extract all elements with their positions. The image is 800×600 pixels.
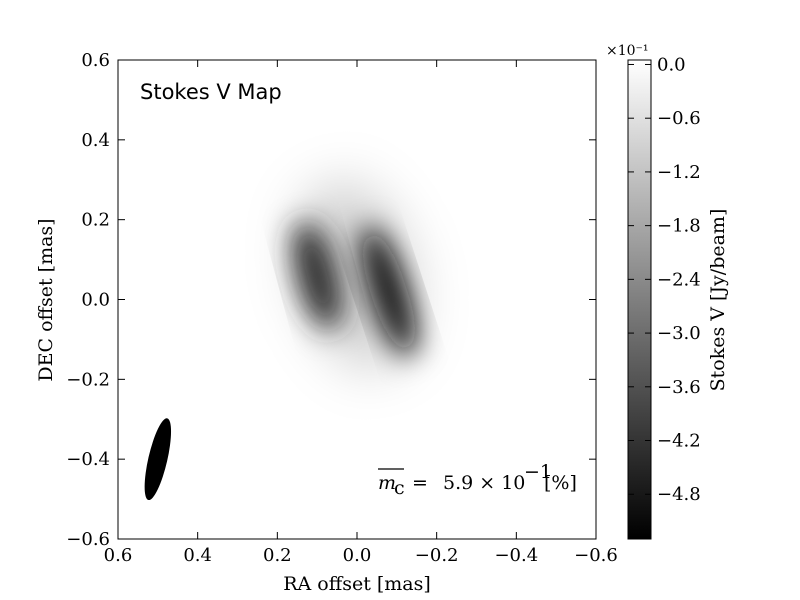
colorbar-ticks: 0.0 −0.6 −1.2 −1.8 −2.4 −3.0 −3.6 −4.2 −4.8	[628, 54, 701, 505]
x-axis-label: RA offset [mas]	[283, 573, 431, 595]
colorbar-tick-label: −1.2	[657, 162, 701, 183]
y-tick-label: −0.4	[66, 449, 110, 470]
x-tick-label: 0.2	[263, 545, 292, 566]
colorbar-tick-label: 0.0	[657, 54, 686, 75]
x-tick-label: −0.6	[574, 545, 618, 566]
colorbar	[627, 59, 652, 540]
polarization-annotation: m c = 5.9 × 10 −1 [%]	[378, 461, 577, 499]
chart-title: Stokes V Map	[140, 80, 282, 104]
colorbar-tick-label: −3.6	[657, 377, 701, 398]
svg-text:=: =	[412, 472, 428, 494]
annotation-subscript: c	[394, 477, 405, 499]
y-tick-label: 0.0	[81, 290, 110, 311]
colorbar-label: Stokes V [Jy/beam]	[707, 209, 729, 392]
colorbar-tick-label: −4.8	[657, 484, 701, 505]
colorbar-tick-label: −3.0	[657, 323, 701, 344]
beam-layer	[144, 418, 172, 501]
y-tick-label: 0.6	[81, 50, 110, 71]
beam-ellipse	[144, 418, 172, 501]
emission-west-lobe	[361, 226, 416, 357]
x-tick-label: −0.4	[494, 545, 538, 566]
y-axis-ticks: 0.6 0.4 0.2 0.0 −0.2 −0.4 −0.6	[66, 50, 596, 550]
stokes-v-image	[293, 181, 417, 370]
y-tick-label: −0.6	[66, 529, 110, 550]
annotation-symbol: m	[378, 472, 396, 494]
annotation-unit: [%]	[544, 472, 577, 494]
y-tick-label: 0.4	[81, 130, 110, 151]
emission-east-lobe	[293, 221, 342, 330]
annotation-exponent: −1	[524, 461, 552, 483]
x-axis-ticks: 0.6 0.4 0.2 0.0 −0.2 −0.4 −0.6	[104, 60, 618, 566]
colorbar-tick-label: −0.6	[657, 108, 701, 129]
colorbar-tick-label: −4.2	[657, 431, 701, 452]
x-tick-label: 0.4	[183, 545, 212, 566]
x-tick-label: −0.2	[415, 545, 459, 566]
x-tick-label: 0.6	[104, 545, 133, 566]
y-tick-label: 0.2	[81, 210, 110, 231]
annotation-value: 5.9 × 10	[443, 472, 525, 494]
x-tick-label: 0.0	[343, 545, 372, 566]
y-axis-label: DEC offset [mas]	[35, 218, 57, 381]
y-tick-label: −0.2	[66, 369, 110, 390]
colorbar-exponent: ×10⁻¹	[606, 43, 649, 59]
colorbar-tick-label: −2.4	[657, 269, 701, 290]
colorbar-tick-label: −1.8	[657, 216, 701, 237]
